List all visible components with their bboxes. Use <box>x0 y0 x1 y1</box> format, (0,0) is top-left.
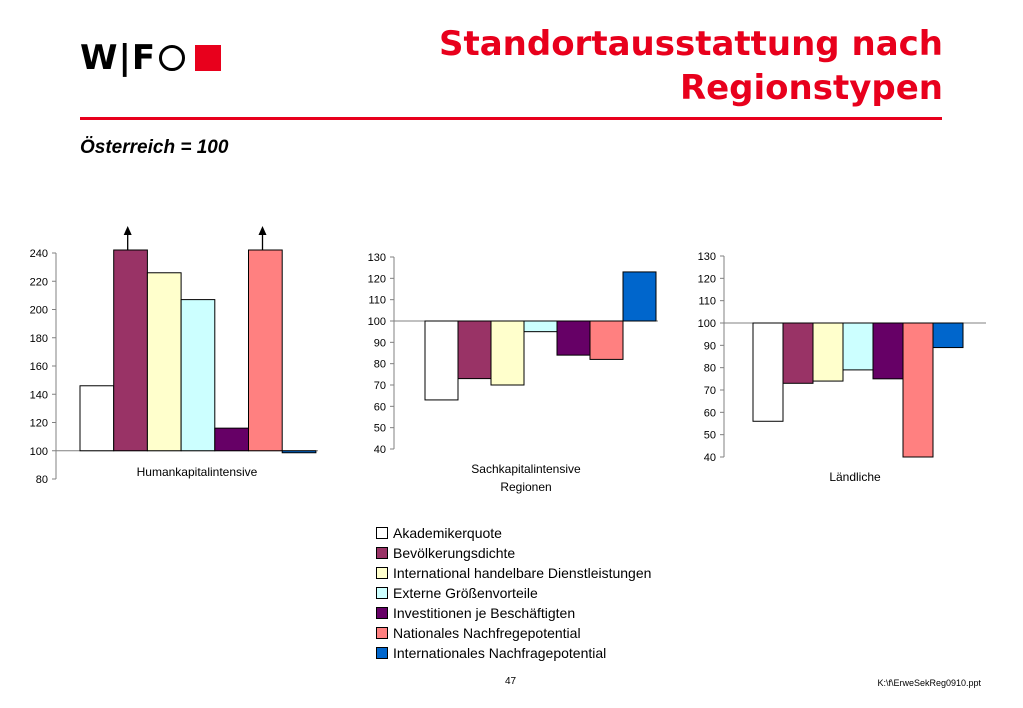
y-tick-label: 90 <box>704 340 716 352</box>
legend-item: International handelbare Dienstleistunge… <box>376 563 651 583</box>
legend-label: Investitionen je Beschäftigten <box>393 605 576 621</box>
legend-swatch <box>376 607 388 619</box>
category-label: Humankapitalintensive <box>137 465 258 479</box>
y-tick-label: 40 <box>704 452 716 464</box>
legend-item: Investitionen je Beschäftigten <box>376 603 651 623</box>
y-tick-label: 180 <box>30 333 48 345</box>
category-label: Sachkapitalintensive <box>471 462 581 476</box>
bar <box>457 320 492 380</box>
y-tick-label: 100 <box>698 318 716 330</box>
y-tick-label: 120 <box>368 273 386 285</box>
y-tick-label: 40 <box>374 444 386 456</box>
legend-label: Externe Größenvorteile <box>393 585 538 601</box>
category-label: Ländliche <box>829 470 881 484</box>
bar <box>180 299 216 452</box>
y-tick-label: 70 <box>704 385 716 397</box>
y-tick-label: 120 <box>30 418 48 430</box>
legend-label: International handelbare Dienstleistunge… <box>393 565 652 581</box>
y-tick-label: 50 <box>704 430 716 442</box>
overflow-arrow-head <box>123 226 132 235</box>
legend-swatch <box>376 647 388 659</box>
legend-label: Internationales Nachfragepotential <box>393 645 607 661</box>
legend-item: Akademikerquote <box>376 523 651 543</box>
wifo-logo: W|F <box>80 38 222 78</box>
file-path: K:\f\ErweSekReg0910.ppt <box>877 678 981 688</box>
overflow-arrow-head <box>258 226 267 235</box>
legend-label: Akademikerquote <box>393 525 502 541</box>
logo-text: W|F <box>80 38 157 78</box>
bar <box>113 249 148 452</box>
category-label: Regionen <box>500 480 551 494</box>
page-number: 47 <box>505 676 517 687</box>
y-tick-label: 240 <box>30 248 48 260</box>
bar <box>523 320 558 333</box>
bar <box>872 322 904 380</box>
chart-2: 40 50 60 70 80 90 100 110 120 130 Sachkapitalinten… <box>368 252 658 494</box>
bar <box>842 322 874 371</box>
y-tick-label: 100 <box>30 446 48 458</box>
y-tick-label: 130 <box>698 251 716 263</box>
y-tick-label: 120 <box>698 273 716 285</box>
bar <box>146 272 182 452</box>
y-tick-label: 80 <box>36 474 48 486</box>
title-line-1: Standortausstattung nach <box>438 24 943 64</box>
chart-3: 40 50 60 70 80 90 100 110 120 130 Ländliche <box>698 251 986 484</box>
bar <box>932 322 964 349</box>
bar <box>248 249 283 452</box>
legend-item: Externe Größenvorteile <box>376 583 651 603</box>
bar <box>214 427 250 452</box>
bar <box>79 385 115 452</box>
y-tick-label: 130 <box>368 252 386 264</box>
chart-1: 80 100 120 140 160 180 200 220 240 Humankapitalin… <box>30 226 318 486</box>
bar <box>556 320 591 356</box>
legend-swatch <box>376 567 388 579</box>
y-tick-label: 200 <box>30 305 48 317</box>
title-line-2: Regionstypen <box>679 68 943 108</box>
title-divider <box>80 117 942 120</box>
bar <box>902 322 934 458</box>
legend-item: Nationales Nachfregepotential <box>376 623 651 643</box>
page-title: Standortausstattung nach Regionstypen <box>423 22 943 110</box>
legend-label: Nationales Nachfregepotential <box>393 625 581 641</box>
legend: Akademikerquote Bevölkerungsdichte Interna… <box>376 523 651 663</box>
y-tick-label: 110 <box>698 296 716 308</box>
subtitle: Österreich = 100 <box>80 137 229 158</box>
bar <box>490 320 525 386</box>
bar <box>589 320 624 360</box>
bar <box>782 322 814 384</box>
y-tick-label: 100 <box>368 316 386 328</box>
y-tick-label: 90 <box>374 337 386 349</box>
legend-item: Bevölkerungsdichte <box>376 543 651 563</box>
y-tick-label: 50 <box>374 423 386 435</box>
legend-item: Internationales Nachfragepotential <box>376 643 651 663</box>
y-tick-label: 70 <box>374 380 386 392</box>
legend-swatch <box>376 547 388 559</box>
y-tick-label: 80 <box>704 363 716 375</box>
bar <box>752 322 784 422</box>
y-tick-label: 160 <box>30 361 48 373</box>
legend-swatch <box>376 627 388 639</box>
y-tick-label: 80 <box>374 359 386 371</box>
bar <box>424 320 459 401</box>
logo-circle-icon <box>159 45 186 71</box>
legend-swatch <box>376 527 388 539</box>
bar <box>622 271 657 322</box>
y-tick-label: 140 <box>30 389 48 401</box>
bar <box>281 450 317 454</box>
y-tick-label: 60 <box>704 407 716 419</box>
bar <box>812 322 844 382</box>
y-tick-label: 220 <box>30 276 48 288</box>
logo-square-icon <box>195 45 222 71</box>
y-tick-label: 110 <box>368 295 386 307</box>
y-tick-label: 60 <box>374 401 386 413</box>
legend-label: Bevölkerungsdichte <box>393 545 516 561</box>
legend-swatch <box>376 587 388 599</box>
